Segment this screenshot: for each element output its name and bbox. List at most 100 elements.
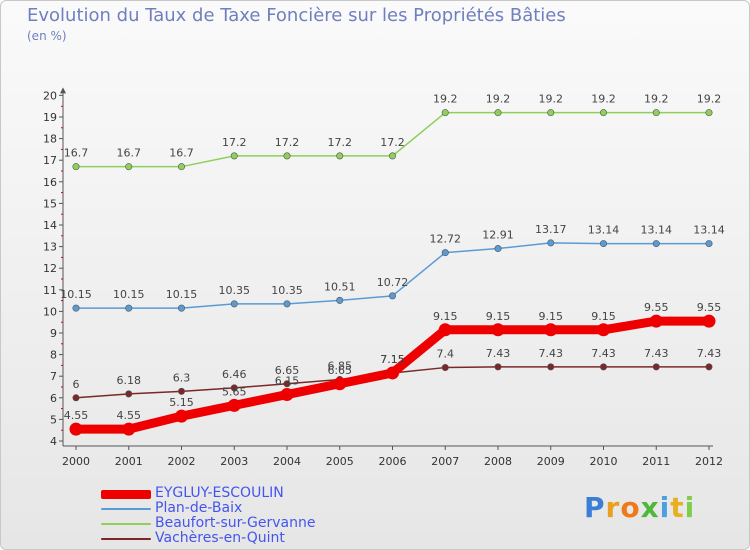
data-point xyxy=(441,364,449,372)
data-point xyxy=(441,249,449,257)
x-tick-label: 2006 xyxy=(379,455,407,468)
data-label: 19.2 xyxy=(539,93,564,106)
data-label: 7.43 xyxy=(591,347,616,360)
data-point xyxy=(491,323,505,337)
data-point xyxy=(72,163,80,171)
data-point xyxy=(283,300,291,308)
x-tick-label: 2007 xyxy=(431,455,459,468)
data-point xyxy=(125,163,133,171)
data-label: 9.15 xyxy=(486,310,511,323)
data-label: 9.15 xyxy=(539,310,564,323)
data-point xyxy=(388,152,396,160)
data-label: 9.15 xyxy=(433,310,458,323)
x-tick-label: 2005 xyxy=(326,455,354,468)
y-axis-arrow xyxy=(60,87,66,94)
data-point xyxy=(599,109,607,117)
data-point xyxy=(547,109,555,117)
logo-letter: P xyxy=(584,491,606,524)
x-tick-label: 2012 xyxy=(695,455,723,468)
proxiti-logo: Proxiti xyxy=(584,491,695,524)
x-tick-label: 2008 xyxy=(484,455,512,468)
data-point xyxy=(386,366,399,380)
data-label: 6.3 xyxy=(173,371,191,384)
data-label: 6 xyxy=(73,378,80,391)
data-point xyxy=(544,323,558,337)
y-tick-label: 12 xyxy=(43,262,57,275)
data-label: 17.2 xyxy=(275,136,300,149)
data-point xyxy=(125,304,133,312)
data-label: 10.35 xyxy=(271,284,303,297)
legend-label: Vachères-en-Quint xyxy=(155,530,285,546)
data-point xyxy=(336,152,344,160)
y-tick-label: 4 xyxy=(50,435,57,448)
y-tick-label: 15 xyxy=(43,197,57,210)
data-label: 4.55 xyxy=(64,409,89,422)
y-tick-label: 13 xyxy=(43,241,57,254)
y-tick-label: 10 xyxy=(43,305,57,318)
x-tick-label: 2003 xyxy=(220,455,248,468)
data-label: 10.51 xyxy=(324,280,356,293)
x-tick-label: 2000 xyxy=(62,455,90,468)
y-tick-label: 16 xyxy=(43,176,57,189)
data-point xyxy=(280,388,294,402)
data-label: 16.7 xyxy=(64,147,89,160)
data-point xyxy=(547,363,555,371)
data-point xyxy=(441,109,449,117)
x-tick-label: 2010 xyxy=(590,455,618,468)
data-point xyxy=(494,245,502,253)
data-label: 5.15 xyxy=(169,396,194,409)
data-point xyxy=(388,292,396,300)
data-point xyxy=(336,296,344,304)
data-point xyxy=(69,422,83,436)
data-point xyxy=(333,377,347,391)
logo-letter: i xyxy=(659,491,671,524)
data-point xyxy=(283,152,291,160)
data-point xyxy=(178,163,186,171)
chart-title: Evolution du Taux de Taxe Foncière sur l… xyxy=(27,5,566,26)
x-tick-label: 2001 xyxy=(115,455,143,468)
data-label: 10.35 xyxy=(219,284,251,297)
data-point xyxy=(705,363,713,371)
data-label: 10.15 xyxy=(113,288,145,301)
logo-letter: i xyxy=(684,491,696,524)
data-label: 6.85 xyxy=(328,359,353,372)
data-label: 13.14 xyxy=(588,224,620,237)
data-point xyxy=(702,314,716,328)
data-label: 7.43 xyxy=(539,347,564,360)
data-point xyxy=(178,387,186,395)
data-label: 6.18 xyxy=(117,374,142,387)
data-label: 7.15 xyxy=(380,353,405,366)
data-label: 13.14 xyxy=(641,224,673,237)
data-label: 13.14 xyxy=(693,224,725,237)
x-tick-label: 2009 xyxy=(537,455,565,468)
data-point xyxy=(705,240,713,248)
x-tick-label: 2002 xyxy=(168,455,196,468)
data-label: 7.15 xyxy=(380,353,405,366)
data-point xyxy=(230,300,238,308)
data-label: 10.15 xyxy=(166,288,198,301)
data-label: 6.46 xyxy=(222,368,247,381)
data-point xyxy=(283,380,291,388)
data-point xyxy=(652,109,660,117)
data-label: 16.7 xyxy=(117,147,142,160)
data-label: 16.7 xyxy=(169,147,194,160)
logo-letter: r xyxy=(605,491,621,524)
data-label: 6.65 xyxy=(275,364,300,377)
data-label: 9.55 xyxy=(644,301,669,314)
data-label: 10.72 xyxy=(377,276,409,289)
legend-swatch xyxy=(101,523,151,525)
y-tick-label: 14 xyxy=(43,219,57,232)
data-label: 7.43 xyxy=(644,347,669,360)
data-point xyxy=(599,363,607,371)
data-label: 17.2 xyxy=(328,136,353,149)
logo-letter: t xyxy=(670,491,685,524)
legend-label: EYGLUY-ESCOULIN xyxy=(155,485,284,501)
x-tick-label: 2004 xyxy=(273,455,301,468)
legend-label: Plan-de-Baix xyxy=(155,500,243,516)
y-tick-label: 5 xyxy=(50,413,57,426)
y-tick-label: 20 xyxy=(43,89,57,102)
y-tick-label: 11 xyxy=(43,284,57,297)
data-label: 4.55 xyxy=(117,409,142,422)
